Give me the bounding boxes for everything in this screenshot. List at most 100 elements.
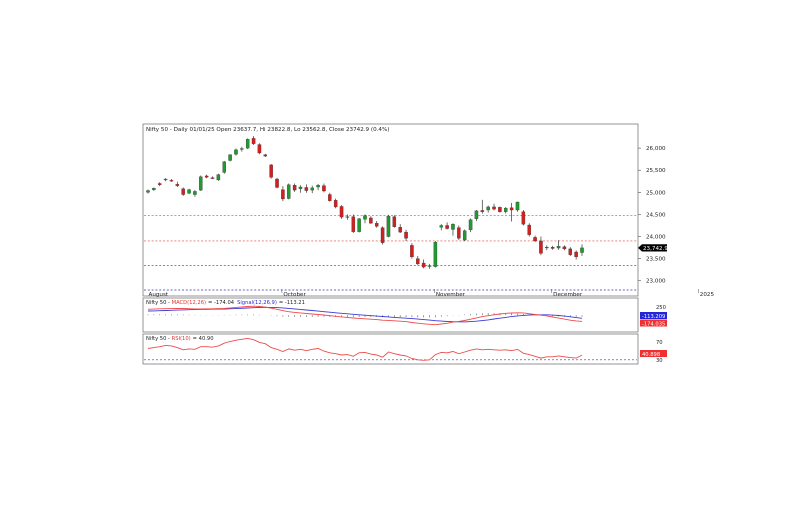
- rsi-axis-tick-30: 30: [656, 358, 663, 364]
- candle: [398, 224, 402, 233]
- candle: [163, 178, 168, 182]
- candle: [351, 214, 356, 233]
- price-tick-label: 25,000: [646, 190, 666, 196]
- rsi-panel-frame: [142, 333, 639, 365]
- candle: [199, 175, 203, 191]
- candle: [316, 183, 320, 191]
- chart-header: Nifty 50 - Daily 01/01/25 Open 23637.7, …: [146, 127, 389, 133]
- candle: [328, 192, 332, 202]
- candle: [234, 148, 238, 156]
- candle: [210, 176, 215, 180]
- rsi-line: [147, 337, 583, 361]
- candle: [333, 198, 338, 209]
- candle: [404, 229, 408, 241]
- candle: [416, 255, 420, 265]
- candle: [421, 259, 426, 269]
- candle: [152, 187, 156, 191]
- macd-legend: Nifty 50 - MACD(12,26) = -174.04 Signal(12…: [146, 300, 305, 306]
- candle: [386, 214, 391, 238]
- candle: [322, 183, 326, 193]
- support-resistance-levels: [144, 214, 637, 291]
- date-label: October: [283, 292, 306, 298]
- candle: [169, 179, 174, 182]
- candle: [562, 245, 567, 251]
- candle: [451, 223, 455, 236]
- rsi-value-box: [640, 350, 667, 357]
- rsi-legend: Nifty 50 - RSI(10) = 40.90: [146, 336, 214, 342]
- candle: [269, 164, 273, 179]
- candle: [339, 205, 344, 219]
- candle: [410, 243, 414, 259]
- candle: [245, 138, 250, 149]
- candle: [374, 221, 379, 228]
- candle: [509, 202, 514, 222]
- candle: [427, 263, 432, 269]
- candle: [545, 245, 549, 251]
- candle: [146, 189, 150, 194]
- candle: [228, 154, 232, 162]
- candle: [193, 190, 197, 197]
- candle: [568, 247, 573, 256]
- last-price-marker: 23,742.9: [638, 244, 668, 252]
- candle: [445, 222, 449, 230]
- candle: [462, 229, 467, 241]
- candle: [480, 199, 485, 214]
- candle: [380, 226, 385, 245]
- macd-axis-tick: 250: [656, 305, 666, 311]
- candle: [363, 214, 367, 224]
- candle: [474, 210, 479, 222]
- candle: [357, 217, 361, 233]
- candle: [281, 186, 285, 202]
- candle: [521, 210, 526, 226]
- date-label: November: [436, 292, 466, 298]
- candle: [433, 240, 438, 268]
- candle: [580, 244, 584, 256]
- candle: [527, 223, 531, 237]
- rsi-axis-tick-70: 70: [656, 340, 663, 346]
- price-tick-label: 23,500: [646, 257, 666, 263]
- date-axis: August October November December 2025: [149, 289, 714, 298]
- candle: [216, 173, 221, 181]
- macd-value-box: [640, 319, 667, 327]
- macd-signal-box-label: -113.209: [642, 314, 665, 320]
- price-axis: 26,000 25,500 25,000 24,500 24,000 23,500 23,0…: [638, 146, 666, 285]
- macd-value-box-label: -174.035: [642, 321, 665, 327]
- candle: [439, 224, 443, 231]
- candle: [492, 203, 496, 211]
- candle: [275, 177, 279, 189]
- candle: [222, 160, 226, 174]
- date-label: December: [553, 292, 583, 298]
- candle: [292, 183, 297, 192]
- candle: [187, 188, 191, 195]
- candle: [263, 153, 268, 157]
- candle: [251, 136, 256, 146]
- price-tick-label: 24,500: [646, 212, 666, 218]
- price-tick-label: 26,000: [646, 146, 666, 152]
- date-label: August: [149, 292, 169, 298]
- macd-signal-box: [640, 312, 667, 319]
- candle: [556, 240, 561, 250]
- candle: [504, 206, 508, 214]
- last-price-label: 23,742.9: [643, 246, 668, 252]
- rsi-value-box-label: 40.898: [642, 352, 660, 358]
- candle: [486, 205, 490, 213]
- candle: [498, 206, 502, 213]
- candle: [310, 185, 314, 194]
- candle: [304, 184, 309, 193]
- macd-line: [147, 305, 583, 326]
- candle: [204, 174, 209, 179]
- price-tick-label: 25,500: [646, 168, 666, 174]
- candle: [175, 181, 180, 188]
- candle: [345, 214, 350, 220]
- candle: [539, 236, 543, 256]
- price-panel-frame: [142, 123, 639, 297]
- candle: [287, 183, 291, 200]
- candle: [457, 225, 461, 241]
- macd-signal-line: [147, 306, 583, 323]
- candle: [181, 187, 185, 196]
- price-tick-label: 24,000: [646, 235, 666, 241]
- candle: [157, 182, 162, 187]
- candle: [515, 201, 520, 212]
- candle: [257, 143, 262, 155]
